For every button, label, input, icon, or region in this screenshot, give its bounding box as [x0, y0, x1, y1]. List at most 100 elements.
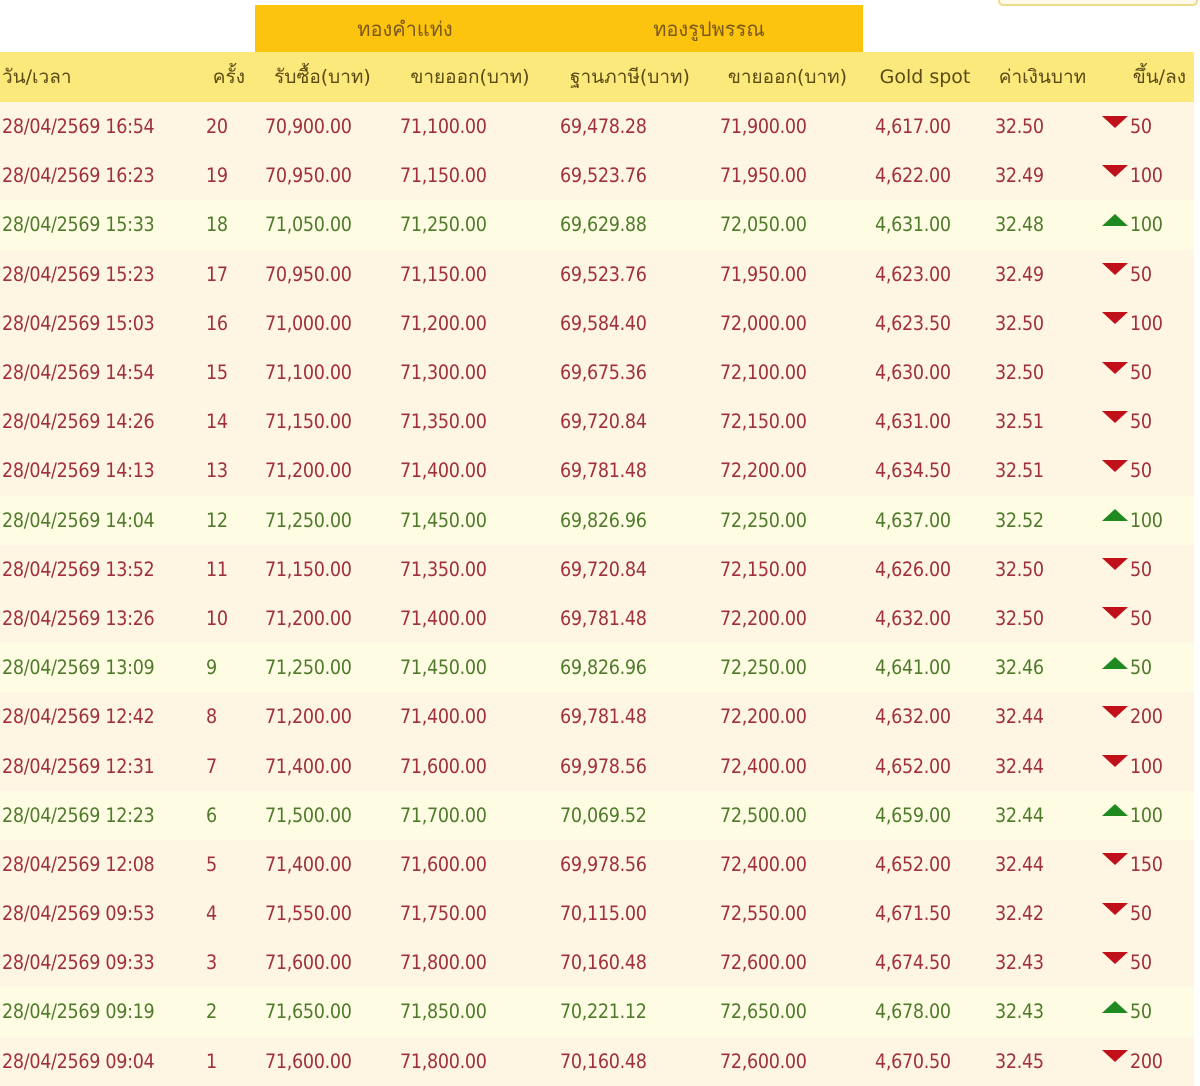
- cell-ornament-sell: 72,250.00: [710, 643, 865, 693]
- cell-ornament-base: 69,826.96: [550, 495, 710, 545]
- cell-gold-spot: 4,634.50: [865, 446, 985, 496]
- group-header-row: ทองคำแท่ง ทองรูปพรรณ: [255, 5, 863, 52]
- cell-bar-sell: 71,700.00: [390, 790, 550, 840]
- cell-bar-sell: 71,200.00: [390, 298, 550, 348]
- cell-gold-spot: 4,623.50: [865, 298, 985, 348]
- cell-round: 15: [198, 347, 255, 398]
- col-header-thb-rate[interactable]: ค่าเงินบาท: [985, 52, 1100, 102]
- cell-change: 50: [1100, 102, 1194, 152]
- cell-bar-buy: 71,400.00: [255, 839, 390, 889]
- table-row: 28/04/2569 12:31 7 71,400.00 71,600.00 69,97…: [0, 741, 1194, 791]
- cell-round: 4: [198, 889, 255, 939]
- col-header-gold-spot[interactable]: Gold spot: [865, 52, 985, 102]
- cell-thb-rate: 32.50: [985, 544, 1100, 594]
- arrow-down-icon: [1102, 607, 1128, 620]
- cell-thb-rate: 32.51: [985, 446, 1100, 496]
- cell-bar-buy: 71,250.00: [255, 643, 390, 693]
- arrow-down-icon: [1102, 558, 1128, 571]
- cell-round: 13: [198, 446, 255, 496]
- cell-ornament-base: 69,523.76: [550, 249, 710, 299]
- col-header-bar-sell[interactable]: ขายออก(บาท): [390, 52, 550, 102]
- table-row: 28/04/2569 15:23 17 70,950.00 71,150.00 69,5…: [0, 249, 1194, 299]
- cell-bar-sell: 71,600.00: [390, 839, 550, 889]
- cell-ornament-base: 69,523.76: [550, 151, 710, 201]
- cell-thb-rate: 32.45: [985, 1036, 1100, 1086]
- cell-change: 100: [1100, 790, 1194, 840]
- cell-ornament-base: 70,221.12: [550, 987, 710, 1037]
- cell-round: 9: [198, 643, 255, 693]
- col-header-round[interactable]: ครั้ง: [198, 52, 255, 102]
- table-row: 28/04/2569 13:52 11 71,150.00 71,350.00 69,7…: [0, 544, 1194, 594]
- cell-gold-spot: 4,670.50: [865, 1036, 985, 1086]
- cell-round: 6: [198, 790, 255, 840]
- table-row: 28/04/2569 14:04 12 71,250.00 71,450.00 69,8…: [0, 495, 1194, 545]
- group-header-bar-gold: ทองคำแท่ง: [255, 5, 555, 52]
- col-header-ornament-sell[interactable]: ขายออก(บาท): [710, 52, 865, 102]
- cell-ornament-base: 69,478.28: [550, 102, 710, 152]
- cell-round: 14: [198, 397, 255, 447]
- arrow-down-icon: [1102, 1050, 1128, 1063]
- arrow-down-icon: [1102, 361, 1128, 374]
- cell-thb-rate: 32.44: [985, 839, 1100, 889]
- change-amount: 50: [1130, 115, 1152, 139]
- cell-bar-buy: 70,900.00: [255, 102, 390, 152]
- cell-gold-spot: 4,626.00: [865, 544, 985, 594]
- cell-round: 12: [198, 495, 255, 545]
- cell-change: 50: [1100, 249, 1194, 299]
- table-row: 28/04/2569 13:26 10 71,200.00 71,400.00 69,7…: [0, 593, 1194, 644]
- arrow-down-icon: [1102, 705, 1128, 718]
- col-header-datetime[interactable]: วัน/เวลา: [0, 52, 198, 102]
- cell-bar-buy: 71,200.00: [255, 593, 390, 644]
- cell-ornament-base: 69,781.48: [550, 593, 710, 644]
- cell-bar-sell: 71,300.00: [390, 347, 550, 398]
- cell-bar-sell: 71,800.00: [390, 1036, 550, 1086]
- col-header-ornament-base[interactable]: ฐานภาษี(บาท): [550, 52, 710, 102]
- cell-thb-rate: 32.49: [985, 249, 1100, 299]
- change-amount: 50: [1130, 951, 1152, 975]
- cell-bar-sell: 71,600.00: [390, 741, 550, 791]
- cell-datetime: 28/04/2569 15:33: [0, 200, 198, 250]
- cell-thb-rate: 32.44: [985, 741, 1100, 791]
- cell-bar-buy: 71,650.00: [255, 987, 390, 1037]
- table-row: 28/04/2569 09:53 4 71,550.00 71,750.00 70,11…: [0, 889, 1194, 939]
- cell-bar-buy: 71,200.00: [255, 446, 390, 496]
- cell-change: 50: [1100, 446, 1194, 496]
- table-row: 28/04/2569 13:09 9 71,250.00 71,450.00 69,82…: [0, 643, 1194, 693]
- cell-datetime: 28/04/2569 13:52: [0, 544, 198, 594]
- cell-ornament-base: 70,115.00: [550, 889, 710, 939]
- cell-change: 50: [1100, 397, 1194, 447]
- cell-round: 11: [198, 544, 255, 594]
- cell-change: 100: [1100, 495, 1194, 545]
- change-amount: 50: [1130, 902, 1152, 926]
- arrow-down-icon: [1102, 459, 1128, 472]
- cell-change: 200: [1100, 1036, 1194, 1086]
- cell-ornament-base: 69,720.84: [550, 544, 710, 594]
- change-amount: 100: [1130, 754, 1163, 778]
- cell-bar-buy: 71,400.00: [255, 741, 390, 791]
- cell-datetime: 28/04/2569 16:23: [0, 151, 198, 201]
- cell-change: 50: [1100, 987, 1194, 1037]
- table-row: 28/04/2569 16:23 19 70,950.00 71,150.00 69,5…: [0, 151, 1194, 201]
- cell-thb-rate: 32.50: [985, 102, 1100, 152]
- arrow-up-icon: [1102, 804, 1128, 817]
- cell-ornament-base: 70,069.52: [550, 790, 710, 840]
- cell-gold-spot: 4,617.00: [865, 102, 985, 152]
- cell-bar-sell: 71,450.00: [390, 643, 550, 693]
- col-header-change[interactable]: ขึ้น/ลง: [1100, 52, 1194, 102]
- cell-ornament-sell: 72,200.00: [710, 446, 865, 496]
- gold-price-history-table: วัน/เวลา ครั้ง รับซื้อ(บาท) ขายออก(บาท) …: [0, 52, 1194, 1086]
- table-row: 28/04/2569 09:33 3 71,600.00 71,800.00 70,16…: [0, 938, 1194, 988]
- arrow-down-icon: [1102, 115, 1128, 128]
- change-amount: 50: [1130, 459, 1152, 483]
- cell-thb-rate: 32.50: [985, 593, 1100, 644]
- cell-round: 5: [198, 839, 255, 889]
- table-row: 28/04/2569 09:19 2 71,650.00 71,850.00 70,22…: [0, 987, 1194, 1037]
- cell-ornament-sell: 72,650.00: [710, 987, 865, 1037]
- cell-bar-sell: 71,350.00: [390, 397, 550, 447]
- cell-datetime: 28/04/2569 14:54: [0, 347, 198, 398]
- cell-bar-sell: 71,400.00: [390, 593, 550, 644]
- change-amount: 200: [1130, 705, 1163, 729]
- cell-ornament-sell: 72,000.00: [710, 298, 865, 348]
- cell-round: 19: [198, 151, 255, 201]
- col-header-bar-buy[interactable]: รับซื้อ(บาท): [255, 52, 390, 102]
